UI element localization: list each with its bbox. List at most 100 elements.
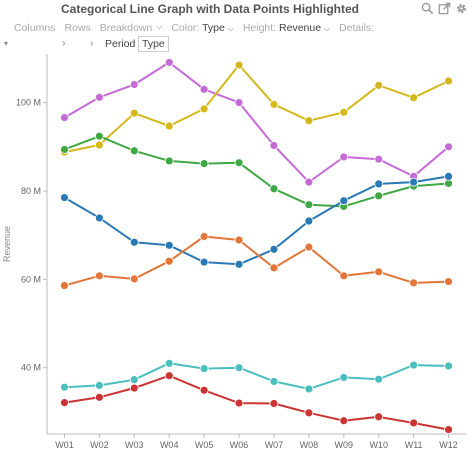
series-4 xyxy=(60,171,453,269)
data-point xyxy=(304,177,314,187)
data-point xyxy=(129,146,139,156)
column-chip-type[interactable]: Type xyxy=(138,36,169,52)
y-tick-label: 100 M xyxy=(16,98,41,108)
data-point xyxy=(339,373,349,382)
data-point xyxy=(164,57,174,67)
data-point xyxy=(164,240,174,250)
data-point xyxy=(94,131,104,141)
x-tick-label: W07 xyxy=(265,440,284,450)
data-point xyxy=(444,76,453,86)
data-point xyxy=(234,60,244,70)
data-point xyxy=(374,412,384,422)
color-value[interactable]: Type xyxy=(202,22,225,34)
height-value[interactable]: Revenue xyxy=(279,22,322,34)
x-tick-label: W04 xyxy=(160,440,179,450)
data-point xyxy=(339,196,349,206)
data-point xyxy=(339,416,349,426)
series-line xyxy=(64,64,449,154)
row-arrow[interactable]: › xyxy=(62,37,66,49)
data-point xyxy=(269,399,279,408)
y-tick-label: 60 M xyxy=(21,274,41,284)
data-point xyxy=(129,108,139,118)
data-point xyxy=(234,259,244,269)
data-point xyxy=(60,382,69,392)
data-point xyxy=(199,385,209,395)
chevron-down-icon[interactable]: ⌵ xyxy=(323,24,331,33)
data-point xyxy=(199,232,209,241)
x-tick-label: W09 xyxy=(335,440,354,450)
data-point xyxy=(269,244,279,254)
data-point xyxy=(164,371,174,381)
data-point xyxy=(94,213,104,223)
rows-shelf-label[interactable]: Rows xyxy=(64,22,91,34)
data-point xyxy=(409,181,419,191)
data-point xyxy=(129,274,139,284)
chevron-down-icon[interactable]: ⌵ xyxy=(227,24,234,33)
column-chip-period[interactable]: Period xyxy=(101,36,140,52)
data-point xyxy=(164,358,174,368)
data-point xyxy=(60,398,69,408)
y-axis-title: Revenue xyxy=(2,226,12,262)
data-point xyxy=(339,202,349,211)
data-point xyxy=(409,360,419,370)
data-point xyxy=(409,278,419,288)
series-line xyxy=(64,362,449,390)
data-point xyxy=(94,392,104,402)
series-line xyxy=(64,235,449,287)
search-icon[interactable] xyxy=(421,2,434,15)
data-point xyxy=(60,113,69,123)
chevron-down-icon[interactable]: ⌵ xyxy=(156,22,163,31)
data-point xyxy=(409,177,419,187)
data-point xyxy=(199,159,209,168)
series-line xyxy=(64,135,449,208)
y-tick-label: 80 M xyxy=(21,186,41,196)
series-1 xyxy=(60,57,453,187)
data-point xyxy=(234,398,244,408)
gear-icon[interactable] xyxy=(455,2,468,15)
details-label[interactable]: Details: xyxy=(339,22,375,34)
breakdown-shelf-label[interactable]: Breakdown xyxy=(99,22,153,34)
data-point xyxy=(234,235,244,245)
data-point xyxy=(60,281,69,290)
columns-shelf-label[interactable]: Columns xyxy=(14,22,56,34)
x-tick-label: W08 xyxy=(300,440,319,450)
data-point xyxy=(444,179,453,188)
data-point xyxy=(269,184,279,194)
data-point xyxy=(234,363,244,373)
x-tick-label: W05 xyxy=(195,440,214,450)
data-point xyxy=(94,271,104,281)
row-expand-arrow[interactable]: ▾ xyxy=(4,37,8,49)
data-point xyxy=(409,93,419,103)
data-point xyxy=(304,216,314,226)
y-tick-label: 40 M xyxy=(21,363,41,373)
x-tick-label: W10 xyxy=(369,440,388,450)
data-point xyxy=(444,425,453,434)
data-point xyxy=(444,171,453,181)
toolbar xyxy=(421,2,468,15)
data-point xyxy=(374,179,384,189)
data-point xyxy=(304,408,314,418)
data-point xyxy=(304,384,314,394)
color-label: Color: xyxy=(171,22,200,34)
chart-title: Categorical Line Graph with Data Points … xyxy=(60,2,360,16)
data-point xyxy=(339,271,349,281)
column-arrow[interactable]: › xyxy=(90,37,94,49)
data-point xyxy=(304,200,314,210)
data-point xyxy=(339,107,349,117)
chevron-down-icon[interactable]: ▾ xyxy=(4,39,9,48)
x-tick-label: W03 xyxy=(125,440,144,450)
data-point xyxy=(234,98,244,108)
export-icon[interactable] xyxy=(438,2,451,15)
data-point xyxy=(94,140,104,150)
series-5 xyxy=(60,232,453,290)
series-line xyxy=(63,175,449,266)
data-point xyxy=(374,80,384,90)
data-point xyxy=(269,99,279,109)
data-point xyxy=(129,375,139,385)
data-point xyxy=(304,242,314,252)
chart-series xyxy=(60,57,453,434)
data-point xyxy=(234,158,244,168)
data-point xyxy=(409,418,419,428)
data-point xyxy=(199,104,209,114)
